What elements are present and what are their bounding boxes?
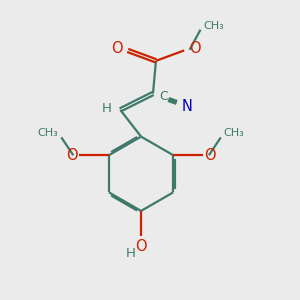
Text: CH₃: CH₃ [224, 128, 244, 138]
Text: CH₃: CH₃ [203, 21, 224, 31]
Text: H: H [102, 102, 112, 115]
Text: CH₃: CH₃ [38, 128, 58, 138]
Text: O: O [189, 41, 200, 56]
Text: C: C [159, 90, 168, 103]
Text: O: O [205, 148, 216, 163]
Text: O: O [135, 238, 146, 253]
Text: O: O [111, 41, 122, 56]
Text: N: N [182, 99, 193, 114]
Text: H: H [125, 248, 135, 260]
Text: O: O [66, 148, 78, 163]
